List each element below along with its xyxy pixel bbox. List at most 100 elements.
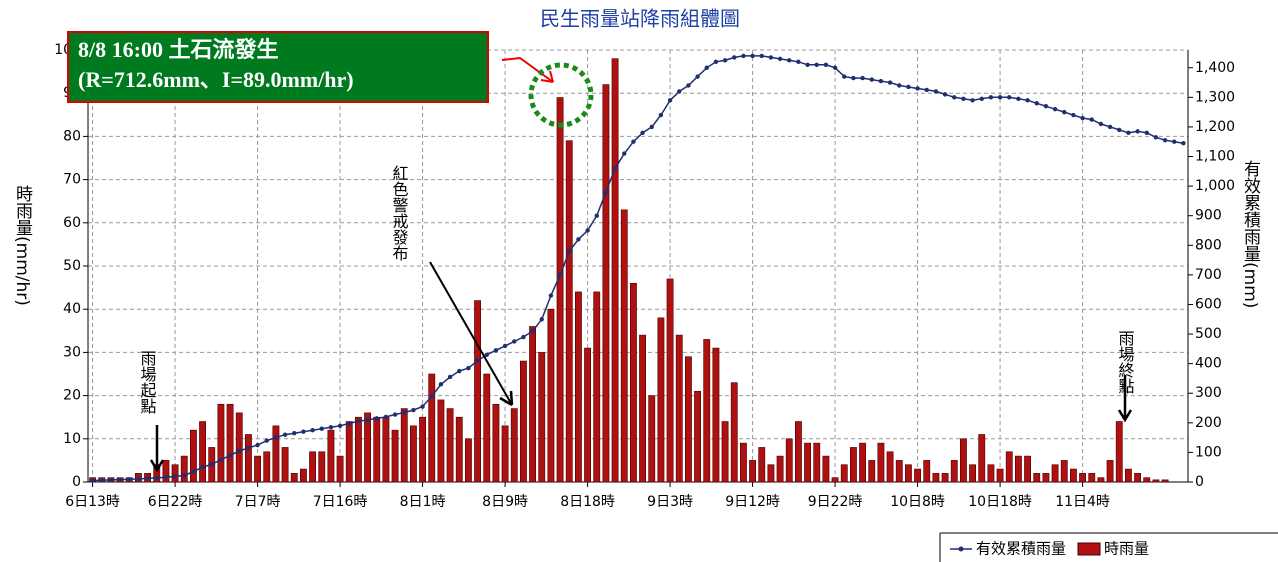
line-marker xyxy=(612,166,618,171)
bar xyxy=(758,447,766,483)
y2-tick-label: 800 xyxy=(1195,237,1222,253)
bar xyxy=(1060,460,1068,483)
legend-swatch xyxy=(1077,542,1101,556)
line-marker xyxy=(163,475,169,480)
alert-arrow-head xyxy=(499,390,514,407)
line-marker xyxy=(328,425,334,430)
bar xyxy=(1042,473,1050,483)
line-marker xyxy=(347,421,352,426)
y-axis-label: 時雨量(mm/hr) xyxy=(12,185,33,306)
line-marker xyxy=(631,139,636,144)
start-label: 雨場起點 xyxy=(138,350,157,414)
line-marker xyxy=(667,98,673,103)
x-tick-label: 8日1時 xyxy=(400,494,446,510)
bar xyxy=(327,429,335,483)
line-marker xyxy=(502,343,508,349)
y2-tick-label: 0 xyxy=(1195,474,1204,490)
line-marker xyxy=(1144,130,1149,136)
line-marker xyxy=(420,404,425,409)
line-marker xyxy=(108,477,114,483)
bar xyxy=(254,455,261,483)
line-marker xyxy=(1181,141,1186,146)
line-marker xyxy=(521,334,526,340)
bar xyxy=(309,451,317,483)
line-marker xyxy=(218,457,224,463)
bar xyxy=(336,455,344,483)
bar xyxy=(510,408,518,483)
x-tick-label: 6日13時 xyxy=(65,494,120,510)
line-marker xyxy=(90,478,95,483)
line-marker xyxy=(1007,95,1012,100)
line-marker xyxy=(1135,129,1140,134)
event-circle xyxy=(528,62,594,128)
y-tick-label: 30 xyxy=(63,344,81,360)
line-marker xyxy=(915,86,920,91)
line-marker xyxy=(759,53,764,59)
line-marker xyxy=(457,368,462,374)
line-marker xyxy=(814,62,819,67)
bar xyxy=(914,468,922,483)
bar xyxy=(464,438,472,483)
line-marker xyxy=(337,423,343,428)
bar xyxy=(1024,455,1032,483)
bar xyxy=(345,421,353,483)
bar xyxy=(584,347,592,483)
bar xyxy=(1097,477,1105,483)
line-marker xyxy=(869,77,874,82)
bar xyxy=(895,460,903,483)
line-marker xyxy=(392,412,398,417)
line-marker xyxy=(530,328,535,334)
line-marker xyxy=(475,358,480,363)
line-marker xyxy=(1089,117,1094,122)
line-marker xyxy=(887,80,893,85)
line-marker xyxy=(402,410,407,415)
bar xyxy=(739,442,747,483)
bar xyxy=(666,278,674,483)
bar xyxy=(226,403,234,483)
y-tick-label: 80 xyxy=(63,128,81,144)
bar xyxy=(721,421,729,483)
bar xyxy=(299,468,307,483)
line-marker xyxy=(979,96,984,102)
bar xyxy=(318,451,326,483)
line-marker xyxy=(1062,109,1067,115)
line-marker xyxy=(191,469,196,474)
bar xyxy=(400,408,408,483)
event-text: 8/8 16:00 土石流發生 xyxy=(78,37,278,62)
bar xyxy=(1152,479,1160,483)
line-marker xyxy=(301,429,306,434)
bar xyxy=(804,442,812,483)
bar xyxy=(969,464,977,483)
bar xyxy=(639,334,647,483)
bar xyxy=(593,291,601,483)
bar xyxy=(703,339,711,483)
line-marker xyxy=(246,445,251,451)
line-marker xyxy=(988,95,994,100)
x-tick-label: 9日12時 xyxy=(725,494,780,510)
line-marker xyxy=(273,435,279,440)
bar xyxy=(1134,473,1142,483)
line-marker xyxy=(1052,106,1058,112)
bar xyxy=(877,442,885,483)
line-marker xyxy=(1080,115,1085,121)
line-marker xyxy=(255,442,260,448)
line-marker xyxy=(356,419,361,424)
x-tick-label: 8日18時 xyxy=(560,494,615,510)
bar xyxy=(950,460,958,483)
line-marker xyxy=(649,124,654,130)
event-arrow-head xyxy=(540,70,554,83)
bar xyxy=(556,97,564,483)
line-marker xyxy=(567,249,572,254)
bar xyxy=(1106,460,1114,483)
bar xyxy=(941,473,949,483)
line-marker xyxy=(493,348,499,353)
bar xyxy=(1079,473,1087,483)
y2-tick-label: 300 xyxy=(1195,385,1222,401)
line-marker xyxy=(732,55,737,60)
y2-axis-label: 有效累積雨量(mm) xyxy=(1240,160,1261,308)
line-marker xyxy=(805,62,810,67)
line-marker xyxy=(548,293,554,298)
bar xyxy=(1005,451,1013,483)
bar xyxy=(547,308,555,483)
bar xyxy=(904,464,912,483)
